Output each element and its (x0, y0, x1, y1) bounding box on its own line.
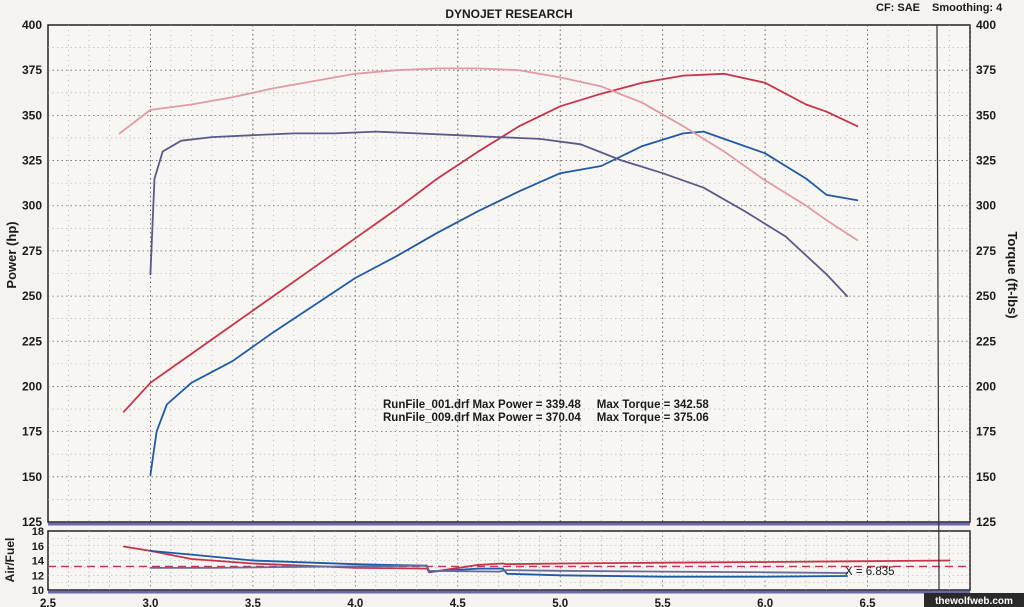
torque-tick-label: 225 (976, 334, 996, 348)
af-series (48, 545, 970, 578)
rpm-tick-label: 2.5 (40, 598, 57, 607)
af-tick-label: 14 (32, 556, 45, 568)
main-series (118, 67, 859, 476)
power-tick-label: 375 (22, 63, 42, 77)
rpm-tick-label: 6.0 (757, 598, 773, 607)
x-cursor-line (936, 24, 940, 591)
af-tick-label: 18 (32, 526, 44, 538)
x-readout: X = 6.835 (845, 566, 895, 578)
torque-axis-label: Torque (ft-lbs) (1005, 231, 1020, 318)
power-torque-series-1 (122, 72, 859, 413)
power-tick-label: 325 (22, 154, 42, 168)
torque-tick-label: 175 (976, 425, 996, 439)
air-fuel-series-3 (149, 564, 848, 574)
power-torque-series-4 (149, 130, 848, 298)
rpm-tick-label: 4.0 (347, 598, 363, 607)
torque-tick-label: 275 (976, 244, 996, 258)
power-tick-label: 300 (22, 199, 42, 213)
rpm-tick-label: 5.0 (552, 598, 568, 607)
power-tick-label: 150 (22, 470, 42, 484)
af-axes: 10 12 14 16 18 2.5 3.0 3.5 4.0 4.5 5.0 5.5 6.0 6.5 (32, 526, 876, 607)
power-torque-series-3 (118, 67, 859, 242)
af-tick-label: 10 (32, 585, 44, 597)
air-fuel-axis-label: Air/Fuel (3, 538, 17, 583)
chart-title: DYNOJET RESEARCH (445, 7, 572, 21)
torque-tick-label: 300 (976, 199, 996, 213)
af-tick-label: 12 (32, 570, 44, 582)
power-tick-label: 125 (22, 515, 42, 529)
torque-tick-label: 350 (976, 108, 996, 122)
rpm-tick-label: 6.5 (860, 598, 877, 607)
torque-tick-label: 250 (976, 289, 996, 303)
torque-tick-label: 375 (976, 63, 996, 77)
torque-tick-label: 400 (976, 18, 996, 32)
torque-tick-label: 150 (976, 470, 996, 484)
power-tick-label: 175 (22, 425, 42, 439)
smoothing-label: Smoothing: 4 (932, 2, 1003, 14)
power-tick-label: 250 (22, 289, 42, 303)
rpm-tick-label: 3.0 (142, 598, 158, 607)
air-fuel-series-2 (149, 550, 848, 578)
runfile-001-annotation: RunFile_001.drf Max Power = 339.48 Max T… (383, 399, 709, 411)
rpm-tick-label: 4.5 (450, 598, 467, 607)
power-tick-label: 225 (22, 334, 42, 348)
watermark-text: thewolfweb.com (935, 596, 1013, 607)
power-tick-label: 350 (22, 108, 42, 122)
power-tick-label: 400 (22, 18, 42, 32)
power-torque-series-2 (149, 130, 859, 476)
cf-label: CF: SAE (876, 2, 920, 14)
main-axes: 125 150 175 200 225 250 275 300 325 350 375 400 125 1… (22, 18, 996, 529)
torque-tick-label: 325 (976, 154, 996, 168)
runfile-009-annotation: RunFile_009.drf Max Power = 370.04 Max T… (383, 412, 709, 424)
power-tick-label: 275 (22, 244, 42, 258)
af-tick-label: 16 (32, 541, 44, 553)
torque-tick-label: 125 (976, 515, 996, 529)
rpm-tick-label: 5.5 (655, 598, 672, 607)
torque-tick-label: 200 (976, 379, 996, 393)
watermark-bg (924, 593, 1024, 607)
rpm-tick-label: 3.5 (245, 598, 262, 607)
main-grid (48, 25, 971, 522)
air-fuel-series-1 (122, 545, 951, 574)
power-axis-label: Power (hp) (4, 221, 19, 288)
power-tick-label: 200 (22, 379, 42, 393)
